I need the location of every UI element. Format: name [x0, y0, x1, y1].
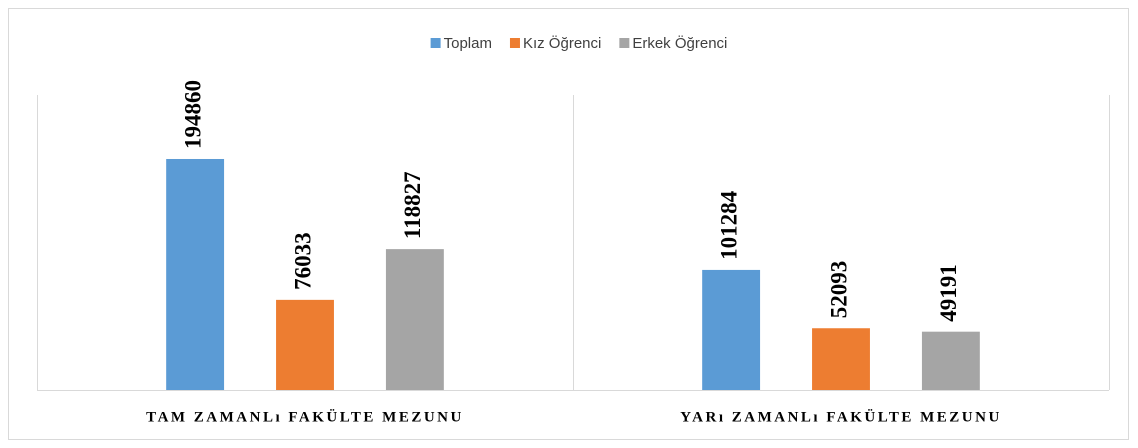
bar [385, 249, 444, 390]
data-label: 52093 [826, 261, 851, 319]
x-tick-label: TAM ZAMANLı FAKÜLTE MEZUNU [146, 408, 464, 425]
x-tick-label: YARı ZAMANLı FAKÜLTE MEZUNU [680, 408, 1002, 425]
data-label: 118827 [400, 171, 425, 239]
legend-label: Toplam [444, 35, 492, 52]
legend-swatch [619, 38, 630, 48]
data-label: 101284 [716, 190, 741, 260]
data-label: 194860 [180, 80, 205, 149]
data-label: 76033 [290, 232, 315, 290]
legend-label: Erkek Öğrenci [632, 34, 727, 52]
legend-swatch [509, 38, 520, 48]
bar [166, 158, 225, 390]
bar [276, 299, 334, 390]
legend-swatch [430, 38, 441, 48]
bar [812, 328, 870, 390]
bar [702, 269, 761, 390]
data-label: 49191 [936, 264, 961, 322]
legend: Toplam Kız Öğrenci Erkek Öğrenci [430, 34, 727, 52]
legend-label: Kız Öğrenci [523, 34, 601, 52]
bar [921, 331, 980, 390]
